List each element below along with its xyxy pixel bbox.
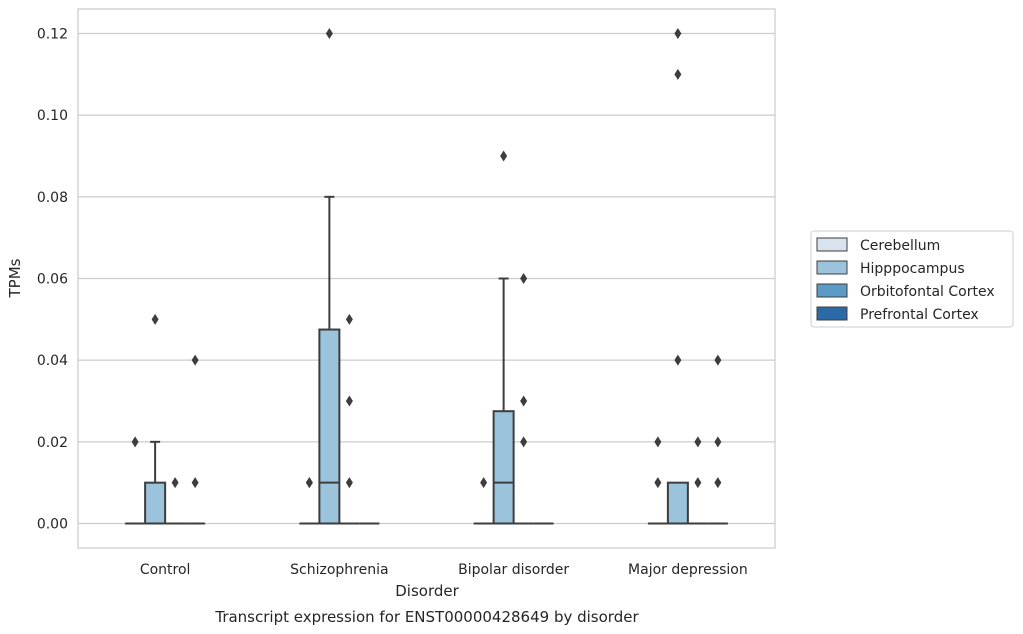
outlier-point: [325, 28, 333, 39]
outlier-point: [520, 436, 528, 448]
box-group: [687, 436, 708, 525]
legend-swatch: [816, 237, 848, 252]
outlier-point: [171, 477, 179, 489]
y-tick-label: 0.10: [37, 108, 68, 124]
legend-label: Prefrontal Cortex: [860, 307, 979, 323]
outlier-point: [131, 436, 139, 448]
y-tick-label: 0.04: [37, 353, 68, 369]
outlier-point: [654, 436, 662, 448]
x-tick-label: Major depression: [628, 562, 748, 578]
outlier-point: [714, 354, 722, 366]
x-tick-label: Bipolar disorder: [458, 562, 569, 578]
box-group: [165, 477, 186, 525]
outlier-point: [694, 436, 702, 448]
x-axis-label: Disorder: [395, 582, 459, 600]
legend-swatch: [816, 260, 848, 275]
outlier-point: [654, 477, 662, 489]
box-group: [492, 150, 515, 525]
legend-swatch: [816, 283, 848, 298]
box: [318, 328, 341, 525]
box: [492, 410, 515, 525]
outlier-point: [305, 477, 313, 489]
box-group: [513, 273, 534, 525]
outlier-point: [500, 150, 508, 162]
box-group: [666, 28, 689, 525]
legend-label: Cerebellum: [860, 238, 940, 254]
y-tick-label: 0.06: [37, 272, 68, 288]
boxes: [125, 28, 728, 525]
box-group: [647, 436, 668, 525]
legend-label: Orbitofontal Cortex: [860, 284, 995, 300]
legend: Cerebellum Hipppocampus Orbitofontal Corte…: [810, 230, 1014, 328]
box-group: [299, 477, 320, 525]
outlier-point: [345, 395, 353, 407]
outlier-point: [191, 477, 199, 489]
box-group: [473, 477, 494, 525]
y-axis-label: TPMs: [6, 258, 24, 298]
box-group: [185, 354, 206, 525]
outlier-point: [345, 313, 353, 325]
y-tick-labels: 0.00 0.02 0.04 0.06 0.08 0.10 0.12: [37, 27, 68, 533]
outlier-point: [714, 436, 722, 448]
outlier-point: [520, 273, 528, 284]
x-tick-label: Schizophrenia: [290, 562, 388, 578]
y-tick-label: 0.12: [37, 27, 68, 43]
gridlines: [78, 32, 775, 525]
outlier-point: [674, 354, 682, 366]
box-group: [144, 313, 167, 525]
outlier-point: [694, 477, 702, 489]
box-group: [125, 436, 146, 525]
outlier-point: [520, 395, 528, 407]
outlier-point: [714, 477, 722, 489]
outlier-point: [480, 477, 488, 489]
y-tick-label: 0.00: [37, 517, 68, 533]
box-group: [318, 28, 341, 525]
chart-caption: Transcript expression for ENST0000042864…: [214, 608, 639, 626]
box: [666, 481, 689, 525]
outlier-point: [674, 68, 682, 80]
outlier-point: [151, 313, 159, 325]
legend-items: Cerebellum Hipppocampus Orbitofontal Corte…: [816, 237, 995, 323]
legend-frame: [810, 230, 1014, 328]
x-tick-labels: Control Schizophrenia Bipolar disorder Majo…: [140, 562, 748, 578]
box-group: [339, 313, 360, 525]
plot-area-frame: [77, 8, 776, 549]
legend-label: Hipppocampus: [860, 261, 965, 277]
outlier-point: [191, 354, 199, 366]
y-tick-label: 0.02: [37, 435, 68, 451]
x-tick-label: Control: [140, 562, 191, 578]
box-group: [707, 354, 728, 525]
y-tick-label: 0.08: [37, 190, 68, 206]
outlier-point: [345, 477, 353, 489]
box: [144, 481, 167, 525]
outlier-point: [674, 28, 682, 39]
legend-swatch: [816, 306, 848, 321]
